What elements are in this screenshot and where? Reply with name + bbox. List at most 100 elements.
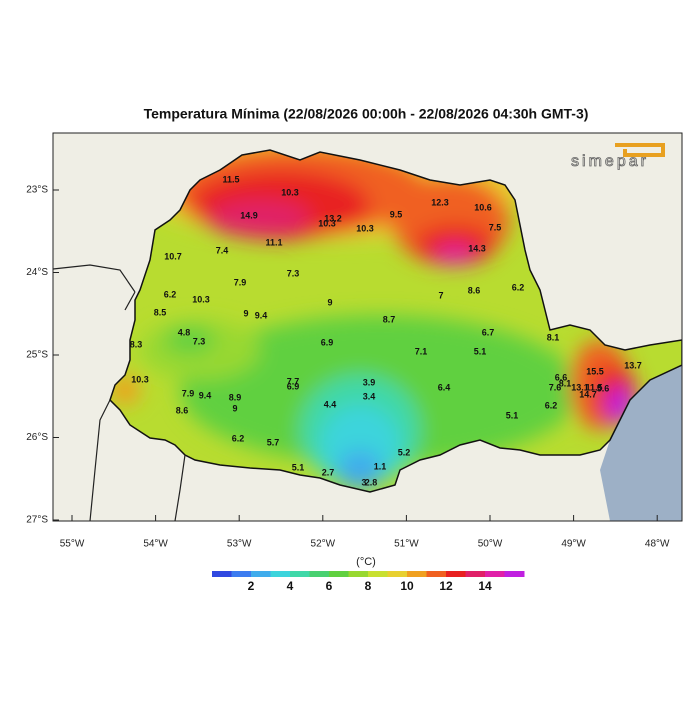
colorbar-segment	[446, 571, 466, 577]
station-value: 11.5	[222, 174, 239, 184]
station-value: 11.5	[585, 382, 602, 392]
colorbar-tick-label: 8	[365, 579, 372, 593]
colorbar-segment	[251, 571, 271, 577]
temperature-field	[110, 150, 682, 492]
station-value: 12.6	[167, 122, 185, 132]
station-value: 3.9	[363, 377, 376, 387]
y-tick-label: 27°S	[26, 515, 48, 526]
colorbar-segment	[485, 571, 505, 577]
colorbar: (°C) 2 4 6 8 10 12 14	[212, 556, 525, 593]
station-value: 13.7	[624, 360, 642, 370]
stations: 9.5 12.611.510.314.910.313.210.39.512.3 10…	[127, 122, 642, 487]
station-value: 10.7	[164, 251, 182, 261]
station-value: 10.3	[131, 374, 149, 384]
station-value: 8.6	[468, 285, 481, 295]
station-value: 6.2	[232, 433, 245, 443]
station-value: 8.7	[383, 314, 396, 324]
station-value: 7	[438, 290, 443, 300]
station-value: 5.7	[267, 437, 280, 447]
station-value: 7.3	[193, 336, 206, 346]
x-tick-label: 48°W	[645, 539, 670, 550]
station-value: 8.9	[229, 392, 242, 402]
colorbar-segment	[290, 571, 310, 577]
colorbar-tick-label: 14	[478, 579, 492, 593]
map-frame	[52, 132, 683, 522]
station-value: 1.1	[374, 461, 387, 471]
station-value: 6.9	[321, 337, 334, 347]
y-tick-label: 26°S	[26, 432, 48, 443]
x-tick-label: 51°W	[394, 539, 419, 550]
station-value: 8.6	[176, 405, 189, 415]
station-value: 7.5	[489, 222, 502, 232]
station-value: 7.3	[287, 268, 300, 278]
station-value: 5.1	[292, 462, 305, 472]
station-value: 15.5	[586, 366, 604, 376]
axes: 55°W 54°W 53°W 52°W 51°W 50°W 49°W 48°W 23°S 24°S…	[26, 185, 670, 550]
colorbar-tick-label: 10	[400, 579, 414, 593]
station-value: 6.6	[555, 372, 568, 382]
y-tick-label: 25°S	[26, 350, 48, 361]
station-value: 9	[232, 403, 237, 413]
station-value: 5.2	[398, 447, 411, 457]
station-value: 13.2	[324, 213, 342, 223]
colorbar-segment	[212, 571, 232, 577]
map-area: 9.5 12.611.510.314.910.313.210.39.512.3 10…	[53, 122, 682, 521]
colorbar-segment	[407, 571, 427, 577]
station-value: 9.5	[390, 209, 403, 219]
station-value: 14.7	[579, 389, 597, 399]
station-value: 7.9	[182, 388, 195, 398]
station-value: 6.4	[438, 382, 451, 392]
station-value: 7.6	[549, 382, 562, 392]
colorbar-tick-label: 2	[248, 579, 255, 593]
station-value: 7.7	[287, 376, 300, 386]
station-value: 8.3	[130, 339, 143, 349]
logo-text: simepar	[571, 153, 649, 170]
borders	[53, 264, 186, 521]
colorbar-segment	[426, 571, 447, 577]
station-value: 12.3	[431, 197, 449, 207]
map-title: Temperatura Mínima (22/08/2026 00:00h - …	[144, 106, 589, 122]
station-value: 6.9	[287, 381, 300, 391]
colorbar-segment	[329, 571, 349, 577]
sea	[600, 340, 682, 521]
station-value: 6.7	[482, 327, 495, 337]
colorbar-segment	[504, 571, 525, 577]
station-value: 9	[327, 297, 332, 307]
x-tick-label: 49°W	[561, 539, 586, 550]
colorbar-segment	[309, 571, 330, 577]
station-value: 4.4	[324, 399, 337, 409]
station-value: 6.2	[164, 289, 177, 299]
station-value: 13.1	[571, 382, 589, 392]
colorbar-unit: (°C)	[356, 556, 376, 568]
station-value: 3	[361, 477, 366, 487]
colorbar-segment	[465, 571, 486, 577]
colorbar-segment	[270, 571, 291, 577]
station-value: 7.9	[234, 277, 247, 287]
station-value: 10.3	[281, 187, 299, 197]
station-value: 3.4	[363, 391, 376, 401]
logo: simepar	[571, 143, 665, 171]
station-value: 9	[243, 308, 248, 318]
colorbar-segment	[368, 571, 388, 577]
colorbar-segment	[387, 571, 408, 577]
station-value: 10.3	[318, 218, 336, 228]
station-value: 2.8	[365, 477, 378, 487]
station-value: 9.5	[127, 122, 140, 132]
y-tick-label: 24°S	[26, 267, 48, 278]
x-tick-label: 54°W	[143, 539, 168, 550]
y-tick-label: 23°S	[26, 185, 48, 196]
station-value: 10.3	[356, 223, 374, 233]
colorbar-segment	[231, 571, 252, 577]
colorbar-tick-label: 4	[287, 579, 294, 593]
colorbar-segment	[348, 571, 369, 577]
station-value: 6.2	[512, 282, 525, 292]
station-value: 9.4	[255, 310, 268, 320]
station-value: 8.1	[559, 378, 572, 388]
station-value: 5.1	[474, 346, 487, 356]
station-value: 6.2	[545, 400, 558, 410]
x-tick-label: 50°W	[478, 539, 503, 550]
station-value: 8.5	[154, 307, 167, 317]
x-tick-label: 55°W	[60, 539, 85, 550]
station-value: 2.7	[322, 467, 335, 477]
station-value: 10.6	[474, 202, 492, 212]
